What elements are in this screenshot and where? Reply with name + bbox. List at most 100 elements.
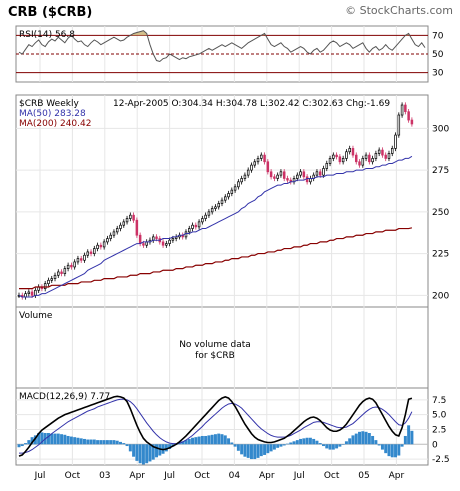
price-candle-body xyxy=(155,236,158,239)
macd-histogram-bar xyxy=(177,443,181,445)
ma50-line xyxy=(18,155,413,298)
macd-histogram-bar xyxy=(289,442,293,445)
rsi-line xyxy=(18,30,426,63)
x-tick-label: 04 xyxy=(229,471,241,481)
macd-histogram-bar xyxy=(155,444,158,458)
macd-histogram-bar xyxy=(387,444,391,457)
macd-histogram-bar xyxy=(364,431,368,445)
macd-histogram-bar xyxy=(132,444,136,457)
price-candle-body xyxy=(109,234,112,239)
macd-histogram-bar xyxy=(390,444,394,458)
price-candle-body xyxy=(315,171,319,176)
price-candle-body xyxy=(151,236,155,241)
macd-histogram-bar xyxy=(256,444,260,458)
macd-histogram-bar xyxy=(145,444,149,464)
price-candle-body xyxy=(129,214,132,219)
macd-histogram-bar xyxy=(305,437,309,445)
price-candle-body xyxy=(138,234,142,244)
price-candle-body xyxy=(214,206,217,209)
macd-histogram-bar xyxy=(181,441,185,445)
price-candle-body xyxy=(322,168,325,176)
macd-histogram-bar xyxy=(204,435,208,445)
macd-histogram-bar xyxy=(105,440,109,445)
rsi-y-tick-label: 70 xyxy=(432,31,444,41)
no-volume-message-line2: for $CRB xyxy=(195,351,235,361)
macd-histogram-bar xyxy=(394,444,398,458)
macd-histogram-bar xyxy=(400,444,404,447)
macd-histogram-bar xyxy=(109,440,113,445)
macd-histogram-bar xyxy=(53,433,57,445)
macd-histogram-bar xyxy=(312,438,316,445)
macd-histogram-bar xyxy=(236,444,240,451)
price-candle-body xyxy=(263,154,266,163)
price-candle-body xyxy=(96,244,99,249)
macd-histogram-bar xyxy=(99,440,103,445)
macd-histogram-bar xyxy=(184,440,188,445)
price-candle-body xyxy=(299,171,302,176)
price-candle-body xyxy=(165,243,168,246)
price-symbol-legend: $CRB Weekly xyxy=(19,99,79,109)
price-candle-body xyxy=(332,154,335,159)
macd-histogram-bar xyxy=(79,438,83,445)
macd-histogram-bar xyxy=(125,444,129,447)
price-candle-body xyxy=(106,238,109,243)
price-y-tick-label: 225 xyxy=(432,250,449,260)
price-candle-body xyxy=(57,271,60,276)
price-candle-body xyxy=(302,171,306,178)
price-candle-body xyxy=(371,158,374,163)
grid-layer xyxy=(16,26,428,465)
price-candle-body xyxy=(207,211,211,216)
macd-histogram-bar xyxy=(50,433,54,445)
x-tick-label: 03 xyxy=(99,471,110,481)
price-candle-body xyxy=(227,193,230,198)
macd-histogram-bar xyxy=(187,438,191,445)
price-candle-body xyxy=(83,254,86,261)
macd-histogram-bar xyxy=(128,444,132,452)
macd-histogram-bar xyxy=(292,441,296,445)
macd-histogram-bar xyxy=(213,434,217,445)
price-candle-body xyxy=(125,218,129,223)
price-candle-body xyxy=(282,171,286,179)
price-candle-body xyxy=(404,104,407,113)
price-candle-body xyxy=(391,148,394,154)
macd-histogram-bar xyxy=(112,440,116,445)
price-candle-body xyxy=(24,293,27,298)
price-candle-body xyxy=(210,208,214,213)
x-tick-label: Apr xyxy=(389,471,405,481)
macd-histogram-bar xyxy=(207,435,211,445)
macd-histogram-bar xyxy=(119,441,122,445)
macd-histogram-bar xyxy=(276,444,280,448)
price-candle-body xyxy=(93,248,96,254)
price-candle-body xyxy=(194,224,198,228)
price-candle-body xyxy=(387,153,391,159)
price-candle-body xyxy=(318,171,322,176)
macd-histogram-bar xyxy=(308,437,312,445)
price-candle-body xyxy=(351,148,355,156)
macd-histogram-bar xyxy=(286,443,289,445)
macd-histogram-bar xyxy=(33,435,37,445)
macd-histogram-bar xyxy=(302,438,306,445)
price-candle-body xyxy=(394,134,397,149)
price-candle-body xyxy=(168,239,171,244)
macd-histogram-bar xyxy=(410,430,414,445)
price-candle-body xyxy=(73,261,76,268)
macd-histogram-bar xyxy=(282,444,286,446)
macd-histogram-bar xyxy=(227,438,231,445)
ma200-legend: MA(200) 240.42 xyxy=(19,119,91,129)
price-y-tick-label: 200 xyxy=(432,291,449,301)
macd-histogram-bar xyxy=(351,435,355,445)
price-candle-body xyxy=(335,154,338,158)
price-candle-body xyxy=(102,241,106,248)
price-candle-body xyxy=(266,161,270,173)
price-quote-legend: 12-Apr-2005 O:304.34 H:304.78 L:302.42 C… xyxy=(113,99,390,109)
x-tick-label: Oct xyxy=(194,471,210,481)
macd-histogram-bar xyxy=(83,438,86,445)
price-candle-body xyxy=(197,221,201,228)
macd-y-tick-label: -2.5 xyxy=(432,455,450,465)
price-candle-body xyxy=(341,158,345,163)
macd-histogram-bar xyxy=(27,440,31,445)
volume-panel xyxy=(15,306,429,389)
macd-histogram-bar xyxy=(295,440,299,445)
price-candle-body xyxy=(99,244,103,248)
